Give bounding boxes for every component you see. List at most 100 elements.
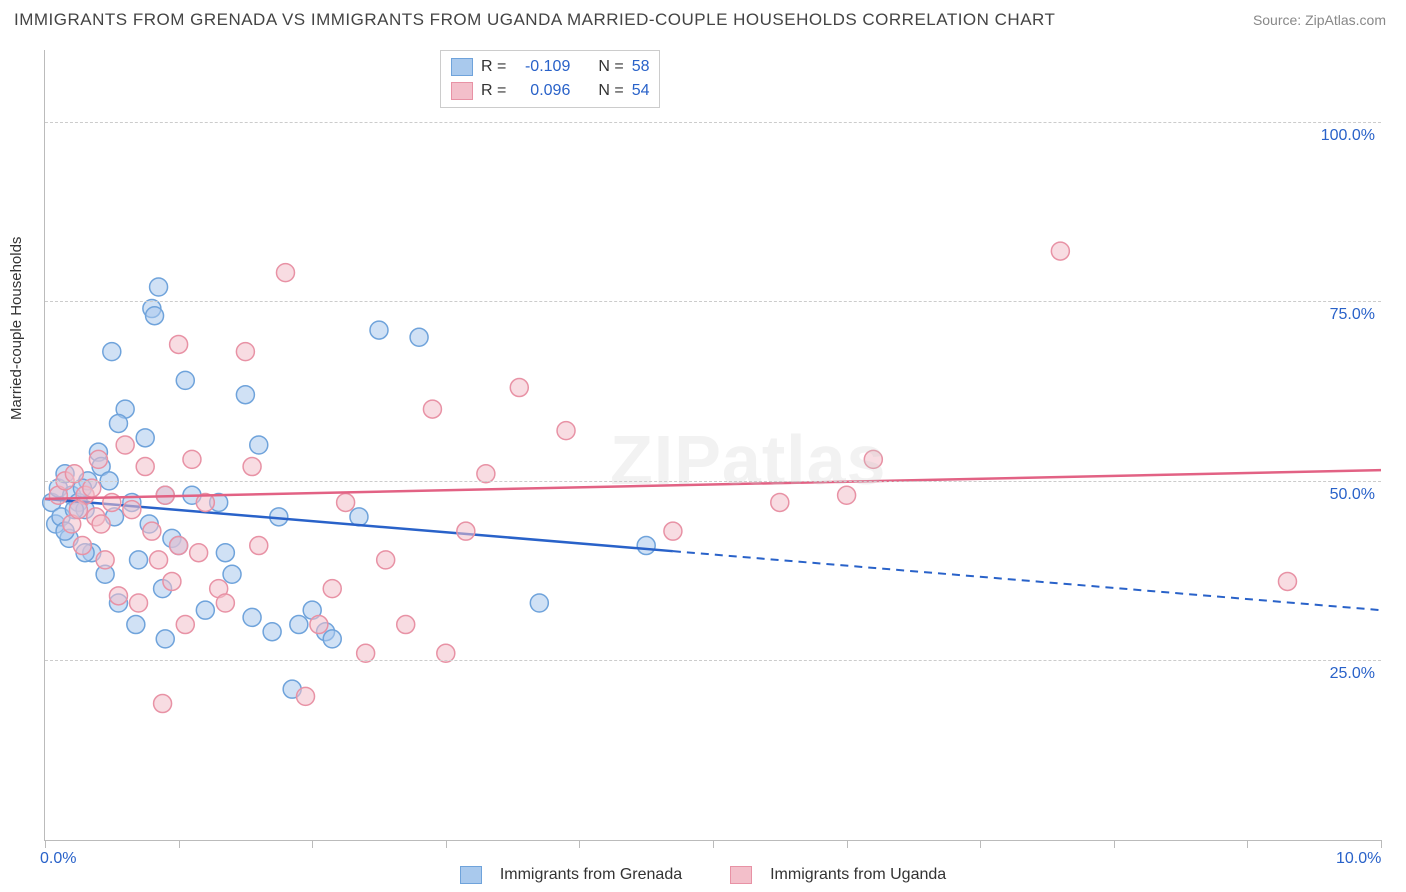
scatter-point xyxy=(771,493,789,511)
scatter-point xyxy=(423,400,441,418)
legend-n-label: N = xyxy=(598,58,623,76)
legend-series-label: Immigrants from Uganda xyxy=(770,866,946,883)
legend-series-item: Immigrants from Grenada xyxy=(448,866,694,883)
scatter-point xyxy=(1278,572,1296,590)
legend-r-label: R = xyxy=(481,58,506,76)
series-legend: Immigrants from Grenada Immigrants from U… xyxy=(0,866,1406,884)
scatter-point xyxy=(196,601,214,619)
scatter-point xyxy=(1051,242,1069,260)
legend-correlation-row: R = -0.109 N = 58 xyxy=(451,55,649,79)
y-tick-label: 75.0% xyxy=(1330,306,1375,324)
x-tick xyxy=(179,840,180,848)
x-tick xyxy=(45,840,46,848)
scatter-point xyxy=(109,414,127,432)
y-axis-label: Married-couple Households xyxy=(8,237,25,420)
legend-swatch xyxy=(730,866,752,884)
scatter-point xyxy=(170,335,188,353)
legend-r-value: -0.109 xyxy=(514,58,570,76)
scatter-point xyxy=(183,450,201,468)
scatter-point xyxy=(350,508,368,526)
scatter-point xyxy=(103,343,121,361)
y-tick-label: 25.0% xyxy=(1330,665,1375,683)
x-tick xyxy=(980,840,981,848)
scatter-point xyxy=(223,565,241,583)
scatter-point xyxy=(170,537,188,555)
scatter-point xyxy=(530,594,548,612)
gridline-h xyxy=(45,301,1381,302)
scatter-point xyxy=(838,486,856,504)
legend-series-label: Immigrants from Grenada xyxy=(500,866,682,883)
x-tick xyxy=(1114,840,1115,848)
legend-n-value: 54 xyxy=(632,82,650,100)
legend-swatch xyxy=(451,82,473,100)
scatter-point xyxy=(297,687,315,705)
scatter-point xyxy=(510,379,528,397)
legend-swatch xyxy=(460,866,482,884)
legend-n-label: N = xyxy=(598,82,623,100)
legend-series-item: Immigrants from Uganda xyxy=(718,866,958,883)
scatter-point xyxy=(73,537,91,555)
scatter-point xyxy=(397,616,415,634)
scatter-point xyxy=(310,616,328,634)
scatter-point xyxy=(146,307,164,325)
scatter-point xyxy=(150,551,168,569)
gridline-h xyxy=(45,481,1381,482)
scatter-point xyxy=(323,630,341,648)
scatter-point xyxy=(136,429,154,447)
scatter-point xyxy=(276,264,294,282)
chart-title: IMMIGRANTS FROM GRENADA VS IMMIGRANTS FR… xyxy=(14,10,1055,30)
legend-n-value: 58 xyxy=(632,58,650,76)
scatter-point xyxy=(290,616,308,634)
x-tick xyxy=(312,840,313,848)
scatter-point xyxy=(370,321,388,339)
scatter-point xyxy=(123,501,141,519)
scatter-point xyxy=(92,515,110,533)
scatter-point xyxy=(176,616,194,634)
scatter-point xyxy=(154,695,172,713)
scatter-point xyxy=(150,278,168,296)
legend-r-value: 0.096 xyxy=(514,82,570,100)
x-tick xyxy=(847,840,848,848)
legend-correlation-row: R =0.096N =54 xyxy=(451,79,649,103)
x-tick xyxy=(713,840,714,848)
scatter-point xyxy=(89,450,107,468)
scatter-point xyxy=(176,371,194,389)
scatter-point xyxy=(96,551,114,569)
x-tick xyxy=(579,840,580,848)
scatter-point xyxy=(864,450,882,468)
scatter-point xyxy=(156,630,174,648)
trend-line-solid xyxy=(45,470,1381,499)
scatter-point xyxy=(557,422,575,440)
scatter-point xyxy=(136,458,154,476)
correlation-legend: R = -0.109 N = 58R = 0.096 N = 54 xyxy=(440,50,660,108)
scatter-point xyxy=(323,580,341,598)
source-attribution: Source: ZipAtlas.com xyxy=(1253,12,1386,28)
scatter-point xyxy=(377,551,395,569)
x-tick-label: 0.0% xyxy=(40,850,76,868)
scatter-point xyxy=(236,343,254,361)
scatter-point xyxy=(410,328,428,346)
scatter-point xyxy=(457,522,475,540)
scatter-plot-svg xyxy=(45,50,1381,840)
y-tick-label: 50.0% xyxy=(1330,486,1375,504)
scatter-point xyxy=(637,537,655,555)
gridline-h xyxy=(45,660,1381,661)
scatter-point xyxy=(250,537,268,555)
x-tick xyxy=(446,840,447,848)
scatter-point xyxy=(337,493,355,511)
scatter-point xyxy=(190,544,208,562)
y-tick-label: 100.0% xyxy=(1321,127,1375,145)
scatter-point xyxy=(109,587,127,605)
gridline-h xyxy=(45,122,1381,123)
scatter-point xyxy=(143,522,161,540)
scatter-point xyxy=(243,458,261,476)
scatter-point xyxy=(236,386,254,404)
x-tick xyxy=(1247,840,1248,848)
scatter-point xyxy=(243,608,261,626)
chart-plot-area: 25.0% 50.0% 75.0% 100.0% xyxy=(44,50,1381,841)
scatter-point xyxy=(250,436,268,454)
scatter-point xyxy=(130,551,148,569)
scatter-point xyxy=(163,572,181,590)
scatter-point xyxy=(664,522,682,540)
scatter-point xyxy=(216,544,234,562)
